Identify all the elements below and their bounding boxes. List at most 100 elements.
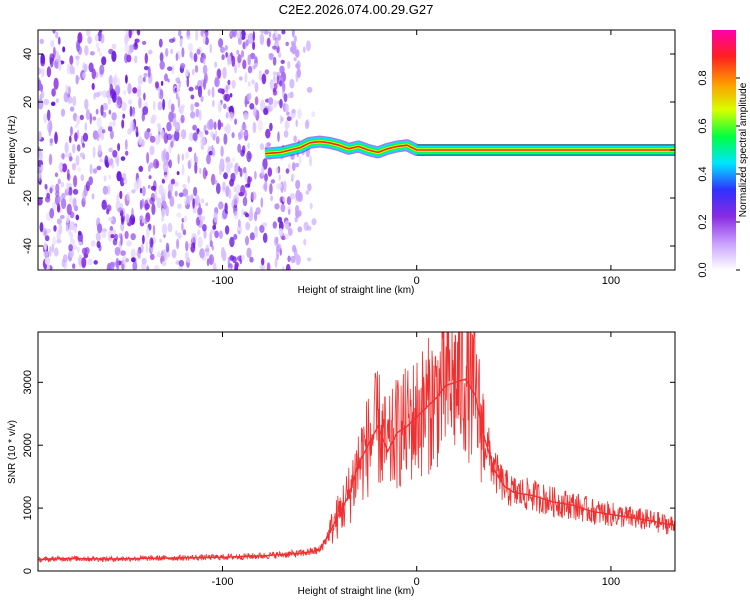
noise-blob: [95, 42, 100, 48]
noise-blob: [281, 265, 285, 270]
noise-blob: [307, 183, 312, 192]
noise-blob: [265, 128, 271, 139]
noise-blob: [311, 111, 316, 118]
noise-blob: [243, 211, 248, 216]
noise-blob: [89, 112, 93, 125]
noise-blob: [144, 203, 150, 210]
noise-blob: [158, 95, 162, 100]
noise-blob: [180, 114, 185, 124]
noise-blob: [103, 175, 107, 182]
noise-blob: [264, 69, 269, 75]
noise-blob: [161, 250, 164, 257]
noise-blob: [56, 218, 62, 225]
noise-blob: [174, 121, 180, 130]
noise-blob: [179, 105, 184, 115]
noise-blob: [149, 197, 155, 205]
noise-blob: [279, 80, 283, 87]
x-tick-label-top: -100: [211, 275, 233, 287]
noise-blob: [228, 105, 234, 115]
noise-blob: [259, 33, 265, 46]
noise-blob: [165, 242, 170, 254]
noise-blob: [148, 49, 153, 55]
noise-blob: [218, 38, 224, 48]
noise-blob: [262, 158, 268, 170]
noise-blob: [263, 30, 269, 35]
noise-blob: [124, 139, 128, 151]
noise-blob: [190, 52, 194, 62]
noise-blob: [285, 41, 289, 47]
noise-blob: [274, 203, 280, 210]
noise-blob: [89, 164, 93, 175]
noise-blob: [107, 184, 111, 195]
noise-blob: [65, 224, 69, 232]
noise-blob: [283, 93, 288, 103]
noise-blob: [295, 63, 300, 69]
noise-blob: [111, 50, 117, 63]
noise-blob: [194, 162, 198, 174]
noise-blob: [82, 142, 85, 148]
noise-blob: [84, 45, 89, 56]
x-tick-label-bottom: 100: [602, 576, 620, 588]
noise-blob: [126, 54, 132, 63]
noise-blob: [68, 244, 73, 252]
noise-blob: [171, 249, 177, 259]
noise-blob: [87, 36, 92, 45]
noise-blob: [217, 119, 222, 131]
noise-blob: [162, 98, 166, 111]
noise-blob: [170, 48, 173, 54]
noise-blob: [114, 73, 118, 85]
noise-blob: [186, 257, 192, 263]
noise-blob: [293, 57, 297, 62]
noise-blob: [268, 97, 274, 105]
noise-blob: [292, 244, 297, 253]
noise-blob: [108, 174, 112, 180]
noise-blob: [192, 132, 198, 142]
y-axis-label-bottom: SNR (10 * v/v): [7, 420, 18, 484]
noise-blob: [90, 240, 96, 248]
noise-blob: [286, 196, 292, 206]
noise-blob: [223, 133, 228, 145]
noise-blob: [105, 90, 111, 99]
noise-blob: [224, 225, 230, 235]
noise-blob: [254, 96, 259, 106]
noise-blob: [228, 188, 232, 200]
noise-blob: [166, 121, 172, 132]
noise-blob: [248, 81, 251, 88]
noise-blob: [44, 183, 48, 190]
snr-series: [38, 332, 675, 563]
noise-blob: [75, 55, 80, 60]
noise-blob: [99, 64, 105, 75]
noise-blob: [213, 211, 218, 223]
noise-blob: [142, 186, 146, 197]
y-tick-label-bottom: 2000: [22, 433, 34, 457]
noise-blob: [277, 131, 280, 143]
noise-blob: [99, 51, 103, 57]
noise-blob: [190, 103, 194, 112]
noise-blob: [249, 256, 254, 263]
noise-blob: [240, 149, 245, 157]
noise-blob: [250, 191, 257, 201]
noise-blob: [164, 73, 168, 82]
noise-blob: [188, 86, 194, 92]
noise-blob: [146, 152, 150, 164]
noise-blob: [38, 131, 42, 141]
noise-blob: [50, 101, 56, 107]
noise-blob: [125, 74, 128, 84]
noise-blob: [101, 56, 107, 66]
noise-blob: [177, 232, 182, 239]
noise-blob: [242, 41, 246, 50]
noise-blob: [199, 167, 202, 175]
noise-blob: [70, 238, 76, 246]
noise-blob: [69, 156, 73, 162]
noise-blob: [245, 235, 249, 246]
noise-blob: [144, 52, 148, 64]
noise-blob: [232, 256, 237, 264]
noise-blob: [247, 65, 253, 74]
noise-blob: [99, 158, 103, 163]
noise-blob: [120, 261, 127, 270]
noise-blob: [245, 34, 249, 39]
x-tick-label-top: 100: [602, 275, 620, 287]
noise-blob: [205, 30, 209, 33]
noise-blob: [199, 248, 205, 259]
noise-blob: [81, 257, 87, 268]
